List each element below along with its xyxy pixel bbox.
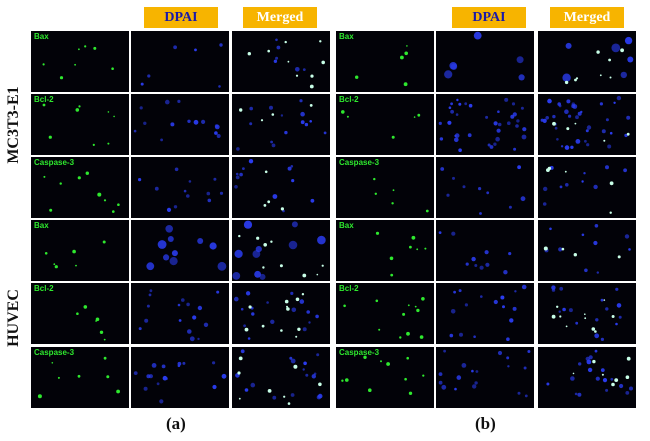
micrograph-panel-a-row2-marker: Bcl-2	[31, 94, 129, 155]
micrograph-panel-a-row2-dapi	[131, 94, 229, 155]
marker-label: Caspase-3	[339, 158, 380, 167]
micrograph-panel-a-row4-dapi	[131, 220, 229, 281]
marker-label: Bax	[34, 32, 49, 41]
micrograph-panel-a-row3-marker: Caspase-3	[31, 157, 129, 218]
marker-label: Caspase-3	[34, 158, 75, 167]
micrograph-panel-b-row5-merged	[538, 283, 636, 344]
micrograph-panel-b-row6-dapi	[436, 347, 534, 408]
micrograph-panel-a-row6-marker: Caspase-3	[31, 347, 129, 408]
row-group-label-mc3t3: MC3T3-E1	[5, 86, 22, 164]
marker-label: Bcl-2	[339, 95, 359, 104]
micrograph-panel-b-row2-dapi	[436, 94, 534, 155]
panel-b-dapi-header: DPAI	[452, 7, 526, 28]
micrograph-panel-a-row6-merged	[232, 347, 330, 408]
micrograph-panel-b-row5-marker: Bcl-2	[336, 283, 434, 344]
micrograph-panel-b-row3-merged	[538, 157, 636, 218]
marker-label: Bcl-2	[339, 284, 359, 293]
marker-label: Caspase-3	[34, 348, 75, 357]
panel-b-label: (b)	[475, 414, 496, 433]
micrograph-panel-b-row3-marker: Caspase-3	[336, 157, 434, 218]
micrograph-panel-b-row3-dapi	[436, 157, 534, 218]
micrograph-panel-b-row4-marker: Bax	[336, 220, 434, 281]
micrograph-panel-b-row4-dapi	[436, 220, 534, 281]
micrograph-panel-a-row1-marker: Bax	[31, 31, 129, 92]
micrograph-panel-b-row2-marker: Bcl-2	[336, 94, 434, 155]
micrograph-panel-a-row4-merged	[232, 220, 330, 281]
micrograph-panel-b-row1-dapi	[436, 31, 534, 92]
panel-b-merged-header: Merged	[550, 7, 624, 28]
micrograph-panel-a-row3-dapi	[131, 157, 229, 218]
micrograph-panel-b-row6-marker: Caspase-3	[336, 347, 434, 408]
micrograph-panel-a-row6-dapi	[131, 347, 229, 408]
micrograph-panel-a-row4-marker: Bax	[31, 220, 129, 281]
micrograph-panel-b-row1-merged	[538, 31, 636, 92]
panel-a-merged-header: Merged	[243, 7, 317, 28]
panel-a-dapi-header: DPAI	[144, 7, 218, 28]
micrograph-panel-b-row4-merged	[538, 220, 636, 281]
micrograph-panel-a-row5-merged	[232, 283, 330, 344]
marker-label: Caspase-3	[339, 348, 380, 357]
micrograph-panel-a-row2-merged	[232, 94, 330, 155]
marker-label: Bax	[339, 32, 354, 41]
micrograph-panel-a-row3-merged	[232, 157, 330, 218]
micrograph-panel-b-row2-merged	[538, 94, 636, 155]
micrograph-panel-b-row6-merged	[538, 347, 636, 408]
panel-a-label: (a)	[166, 414, 186, 433]
marker-label: Bcl-2	[34, 95, 54, 104]
micrograph-panel-b-row5-dapi	[436, 283, 534, 344]
micrograph-panel-a-row5-marker: Bcl-2	[31, 283, 129, 344]
micrograph-panel-b-row1-marker: Bax	[336, 31, 434, 92]
marker-label: Bcl-2	[34, 284, 54, 293]
marker-label: Bax	[34, 221, 49, 230]
row-group-label-huvec: HUVEC	[5, 289, 22, 347]
micrograph-panel-a-row1-dapi	[131, 31, 229, 92]
micrograph-panel-a-row5-dapi	[131, 283, 229, 344]
marker-label: Bax	[339, 221, 354, 230]
micrograph-panel-a-row1-merged	[232, 31, 330, 92]
